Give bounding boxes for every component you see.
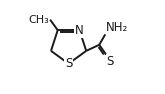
Text: N: N xyxy=(75,24,84,37)
Text: NH₂: NH₂ xyxy=(106,21,128,34)
Text: S: S xyxy=(107,55,114,68)
Text: S: S xyxy=(65,57,72,70)
Text: CH₃: CH₃ xyxy=(28,15,49,25)
